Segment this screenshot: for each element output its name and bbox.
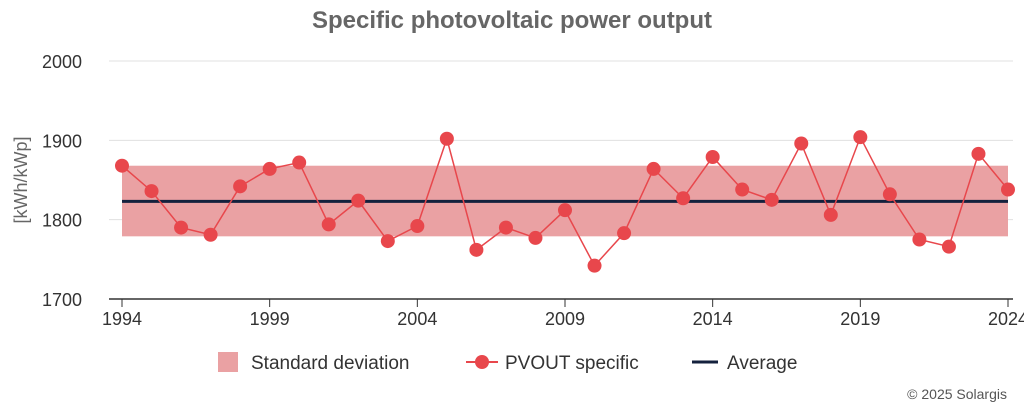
data-point-2000[interactable] (292, 155, 307, 170)
x-tick-2009: 2009 (545, 309, 585, 329)
data-point-2018[interactable] (823, 207, 838, 222)
y-tick-labels: 1700 1800 1900 2000 (42, 52, 82, 310)
data-point-2011[interactable] (617, 226, 632, 241)
data-point-2013[interactable] (676, 191, 691, 206)
legend-label-average: Average (727, 353, 797, 374)
legend-marker-pvout (475, 355, 489, 369)
data-point-2022[interactable] (941, 239, 956, 254)
legend-swatch-std (218, 352, 238, 372)
x-tick-1999: 1999 (250, 309, 290, 329)
data-point-2020[interactable] (882, 187, 897, 202)
chart-title: Specific photovoltaic power output (312, 7, 712, 34)
data-point-2007[interactable] (498, 220, 513, 235)
x-tick-labels: 1994 1999 2004 2009 2014 2019 2024 (102, 299, 1024, 329)
data-point-2012[interactable] (646, 161, 661, 176)
data-point-2014[interactable] (705, 149, 720, 164)
data-point-1995[interactable] (144, 184, 159, 199)
data-point-2006[interactable] (469, 242, 484, 257)
x-tick-1994: 1994 (102, 309, 142, 329)
data-point-2001[interactable] (321, 217, 336, 232)
legend-item-pvout[interactable]: PVOUT specific (466, 353, 639, 374)
data-point-1999[interactable] (262, 161, 277, 176)
y-tick-2000: 2000 (42, 52, 82, 72)
x-tick-2004: 2004 (397, 309, 437, 329)
data-point-2017[interactable] (794, 136, 809, 151)
y-tick-1800: 1800 (42, 211, 82, 231)
x-tick-2014: 2014 (693, 309, 733, 329)
data-point-2023[interactable] (971, 146, 986, 161)
data-point-2004[interactable] (410, 219, 425, 234)
data-point-1997[interactable] (203, 227, 218, 242)
legend: Standard deviation PVOUT specific Averag… (218, 352, 797, 374)
data-point-1996[interactable] (174, 220, 189, 235)
data-point-2008[interactable] (528, 230, 543, 245)
y-tick-1700: 1700 (42, 290, 82, 310)
data-point-1994[interactable] (115, 158, 129, 173)
data-point-2005[interactable] (439, 131, 454, 146)
data-point-2002[interactable] (351, 193, 366, 208)
data-point-2021[interactable] (912, 232, 927, 247)
data-point-2019[interactable] (853, 130, 868, 145)
data-point-2024[interactable] (1001, 182, 1015, 197)
y-axis-label: [kWh/kWp] (11, 136, 31, 223)
series-layer (115, 130, 1015, 273)
data-point-2015[interactable] (735, 182, 750, 197)
legend-item-average[interactable]: Average (692, 353, 797, 374)
x-tick-2024: 2024 (988, 309, 1024, 329)
y-tick-1900: 1900 (42, 131, 82, 151)
data-point-2010[interactable] (587, 258, 602, 273)
credit-text: © 2025 Solargis (907, 386, 1007, 402)
legend-label-pvout: PVOUT specific (505, 353, 639, 374)
data-point-1998[interactable] (233, 179, 248, 194)
data-point-2016[interactable] (764, 192, 779, 207)
legend-item-std[interactable]: Standard deviation (218, 352, 409, 374)
x-tick-2019: 2019 (840, 309, 880, 329)
data-point-2003[interactable] (380, 234, 395, 249)
legend-label-std: Standard deviation (251, 353, 409, 374)
data-point-2009[interactable] (558, 203, 572, 218)
